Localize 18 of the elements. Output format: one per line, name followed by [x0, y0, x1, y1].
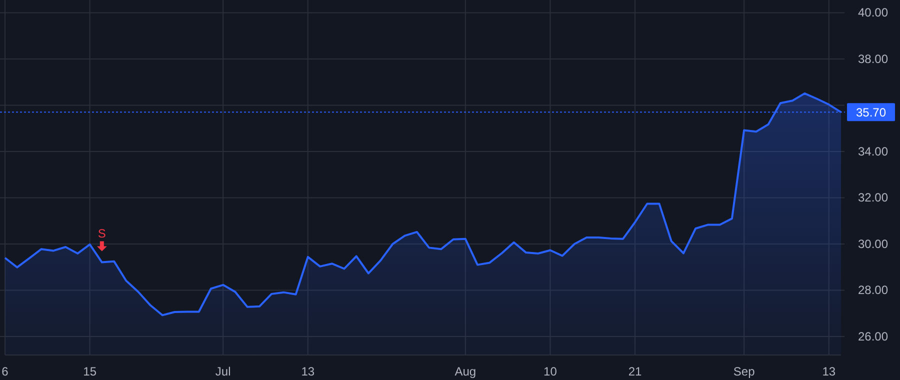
x-tick-label: 13: [822, 364, 836, 379]
x-tick-label: Jul: [215, 364, 231, 379]
ref-line-label: 35.70: [856, 106, 886, 120]
x-tick-label: 13: [301, 364, 315, 379]
annotation: S: [98, 226, 106, 240]
x-tick-label: Aug: [454, 364, 476, 379]
y-tick-label: 32.00: [858, 190, 888, 205]
x-tick-label: Sep: [733, 364, 756, 379]
y-tick-label: 34.00: [858, 144, 888, 158]
x-tick-label: 10: [544, 364, 558, 379]
y-tick-label: 28.00: [858, 283, 888, 298]
y-tick-label: 38.00: [858, 52, 888, 66]
y-tick-label: 40.00: [858, 6, 888, 20]
x-tick-label: 15: [83, 364, 97, 379]
x-tick-label: 6: [2, 364, 9, 379]
x-tick-label: 21: [628, 364, 642, 379]
y-tick-label: 26.00: [858, 329, 888, 344]
y-tick-label: 30.00: [858, 236, 888, 251]
